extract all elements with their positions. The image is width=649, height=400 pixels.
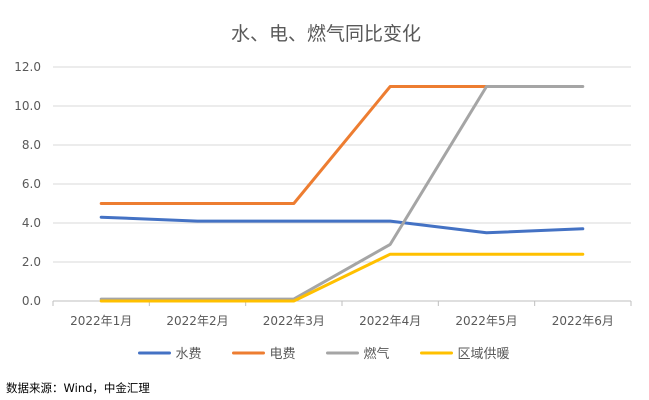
chart-title: 水、电、燃气同比变化 <box>231 23 421 45</box>
series-line <box>99 85 585 301</box>
gridlines <box>53 66 631 302</box>
legend-label: 水费 <box>176 347 202 362</box>
legend-label: 区域供暖 <box>458 347 510 362</box>
data-source-note: 数据来源：Wind，中金汇理 <box>6 381 150 395</box>
y-tick-label: 8.0 <box>22 138 41 152</box>
x-tick-label: 2022年4月 <box>359 314 421 328</box>
legend: 水费 电费 燃气 区域供暖 <box>138 346 510 362</box>
series-line <box>99 215 585 235</box>
series-line <box>99 85 488 205</box>
y-axis-ticks: 0.0 2.0 4.0 6.0 8.0 10.0 12.0 <box>14 60 41 308</box>
legend-label: 燃气 <box>364 346 390 362</box>
x-tick-label: 2022年3月 <box>263 314 325 328</box>
y-tick-label: 12.0 <box>14 60 41 74</box>
y-tick-label: 10.0 <box>14 99 41 113</box>
series-lines <box>99 85 585 303</box>
series-line <box>99 252 585 303</box>
x-tick-label: 2022年6月 <box>552 314 614 328</box>
x-tick-label: 2022年5月 <box>455 314 517 328</box>
x-tick-label: 2022年2月 <box>166 314 228 328</box>
y-tick-label: 6.0 <box>22 177 41 191</box>
legend-label: 电费 <box>270 347 296 362</box>
x-axis-ticks: 2022年1月 2022年2月 2022年3月 2022年4月 2022年5月 2022年… <box>52 301 632 328</box>
y-tick-label: 0.0 <box>22 294 41 308</box>
x-tick-label: 2022年1月 <box>70 314 132 328</box>
y-tick-label: 2.0 <box>22 255 41 269</box>
y-tick-label: 4.0 <box>22 216 41 230</box>
